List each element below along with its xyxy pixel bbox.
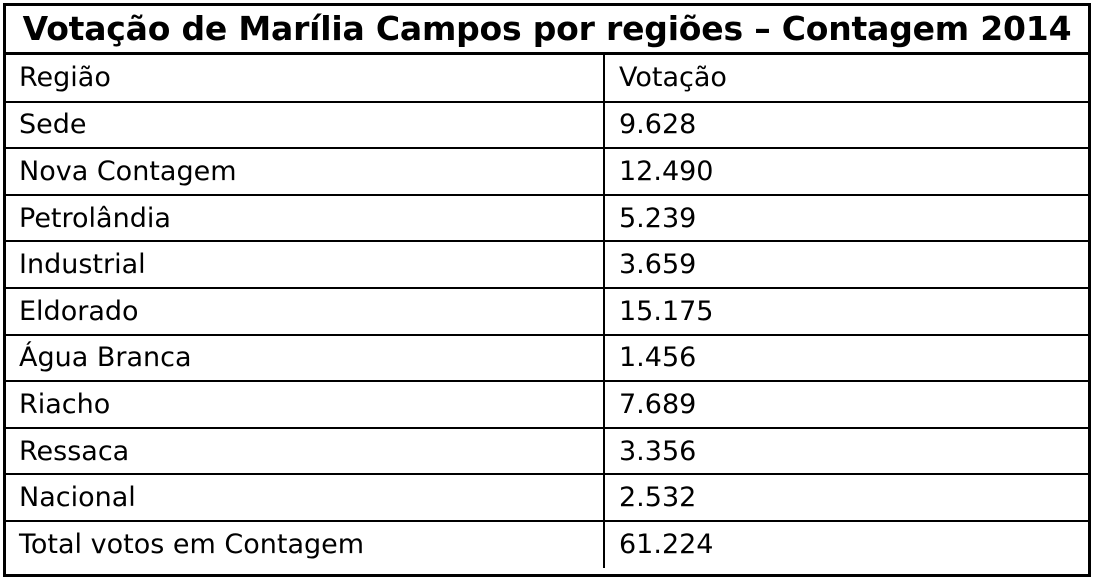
votes-cell: 9.628 [604,101,1088,150]
table-row: Água Branca 1.456 [6,334,1088,383]
table-title: Votação de Marília Campos por regiões – … [6,6,1088,55]
table-header-row: Região Votação [6,55,1088,103]
header-votes: Votação [604,55,1088,103]
votes-cell: 7.689 [604,381,1088,429]
table-row: Industrial 3.659 [6,241,1088,289]
table-row: Ressaca 3.356 [6,427,1088,476]
region-cell: Nova Contagem [6,148,605,196]
votes-table-frame: Votação de Marília Campos por regiões – … [3,3,1091,577]
total-label-cell: Total votos em Contagem [6,520,605,568]
votes-cell: 12.490 [604,148,1088,196]
table-row: Nova Contagem 12.490 [6,148,1088,196]
table-row: Sede 9.628 [6,101,1088,150]
votes-cell: 3.659 [604,241,1088,289]
table-row: Petrolândia 5.239 [6,194,1088,243]
header-region: Região [6,55,605,103]
region-cell: Sede [6,101,605,150]
votes-cell: 3.356 [604,427,1088,476]
table-row: Eldorado 15.175 [6,287,1088,336]
votes-table: Região Votação Sede 9.628 Nova Contagem … [6,55,1088,568]
region-cell: Riacho [6,381,605,429]
table-total-row: Total votos em Contagem 61.224 [6,520,1088,568]
region-cell: Industrial [6,241,605,289]
region-cell: Nacional [6,474,605,522]
region-cell: Petrolândia [6,194,605,243]
table-row: Riacho 7.689 [6,381,1088,429]
region-cell: Ressaca [6,427,605,476]
votes-cell: 15.175 [604,287,1088,336]
votes-cell: 2.532 [604,474,1088,522]
total-votes-cell: 61.224 [619,529,714,561]
votes-cell: 1.456 [604,334,1088,383]
region-cell: Água Branca [6,334,605,383]
region-cell: Eldorado [6,287,605,336]
table-row: Nacional 2.532 [6,474,1088,522]
votes-cell: 5.239 [604,194,1088,243]
